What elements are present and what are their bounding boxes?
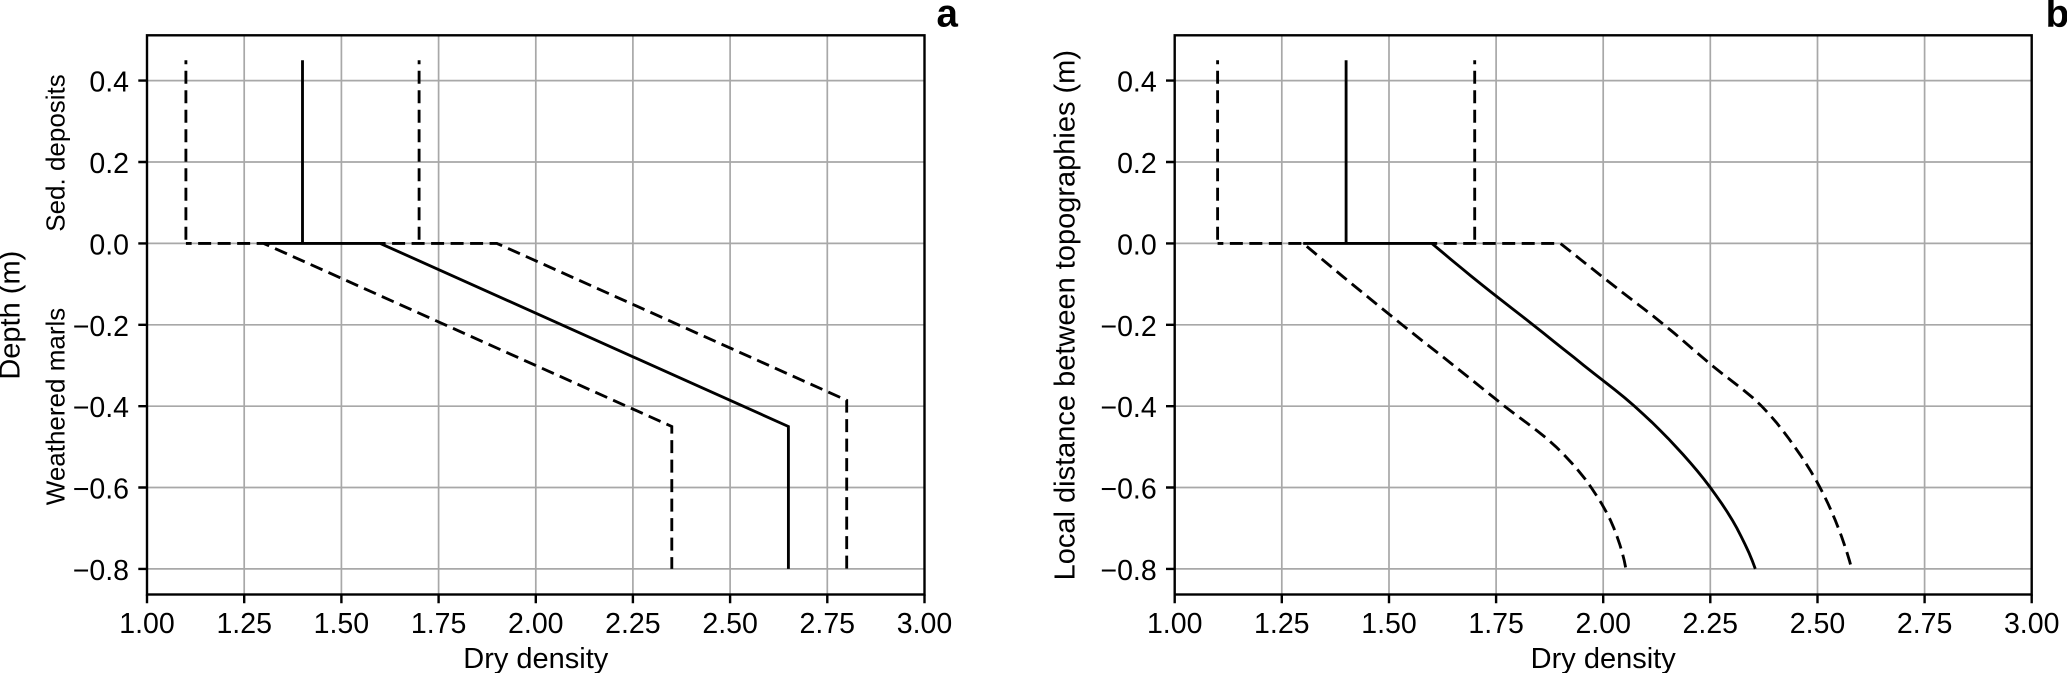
svg-text:1.75: 1.75 bbox=[411, 608, 466, 640]
svg-text:Local distance between topogra: Local distance between topographies (m) bbox=[1050, 50, 1082, 580]
svg-text:1.50: 1.50 bbox=[314, 608, 369, 640]
svg-text:−0.6: −0.6 bbox=[1100, 474, 1156, 506]
svg-text:0.4: 0.4 bbox=[1117, 67, 1157, 99]
svg-text:2.75: 2.75 bbox=[800, 608, 855, 640]
svg-text:Sed. deposits: Sed. deposits bbox=[40, 74, 70, 232]
svg-text:1.50: 1.50 bbox=[1361, 608, 1416, 640]
svg-text:2.25: 2.25 bbox=[605, 608, 660, 640]
svg-text:2.50: 2.50 bbox=[1790, 608, 1845, 640]
svg-text:0.2: 0.2 bbox=[1117, 148, 1157, 180]
svg-text:1.25: 1.25 bbox=[216, 608, 271, 640]
svg-text:0.2: 0.2 bbox=[89, 148, 129, 180]
svg-text:2.50: 2.50 bbox=[702, 608, 757, 640]
svg-text:1.25: 1.25 bbox=[1254, 608, 1309, 640]
svg-text:0.0: 0.0 bbox=[1117, 229, 1157, 261]
svg-text:Dry density: Dry density bbox=[1531, 643, 1677, 673]
svg-text:1.00: 1.00 bbox=[1147, 608, 1202, 640]
svg-text:−0.2: −0.2 bbox=[73, 311, 129, 343]
svg-text:a: a bbox=[936, 0, 958, 36]
svg-text:Weathered marls: Weathered marls bbox=[40, 308, 70, 506]
svg-text:3.00: 3.00 bbox=[2004, 608, 2059, 640]
svg-text:−0.4: −0.4 bbox=[73, 392, 129, 424]
svg-text:2.00: 2.00 bbox=[1575, 608, 1630, 640]
svg-text:0.0: 0.0 bbox=[89, 229, 129, 261]
svg-text:−0.8: −0.8 bbox=[73, 555, 129, 587]
svg-text:−0.8: −0.8 bbox=[1100, 555, 1156, 587]
svg-text:1.00: 1.00 bbox=[119, 608, 174, 640]
svg-text:0.4: 0.4 bbox=[89, 67, 129, 99]
svg-text:2.00: 2.00 bbox=[508, 608, 563, 640]
svg-text:Depth (m): Depth (m) bbox=[0, 251, 26, 380]
svg-text:−0.6: −0.6 bbox=[73, 474, 129, 506]
svg-text:1.75: 1.75 bbox=[1468, 608, 1523, 640]
svg-text:3.00: 3.00 bbox=[897, 608, 952, 640]
svg-text:2.25: 2.25 bbox=[1683, 608, 1738, 640]
svg-text:−0.2: −0.2 bbox=[1100, 311, 1156, 343]
svg-text:−0.4: −0.4 bbox=[1100, 392, 1156, 424]
svg-text:2.75: 2.75 bbox=[1897, 608, 1952, 640]
svg-text:Dry density: Dry density bbox=[463, 643, 609, 673]
svg-text:b: b bbox=[2046, 0, 2067, 36]
